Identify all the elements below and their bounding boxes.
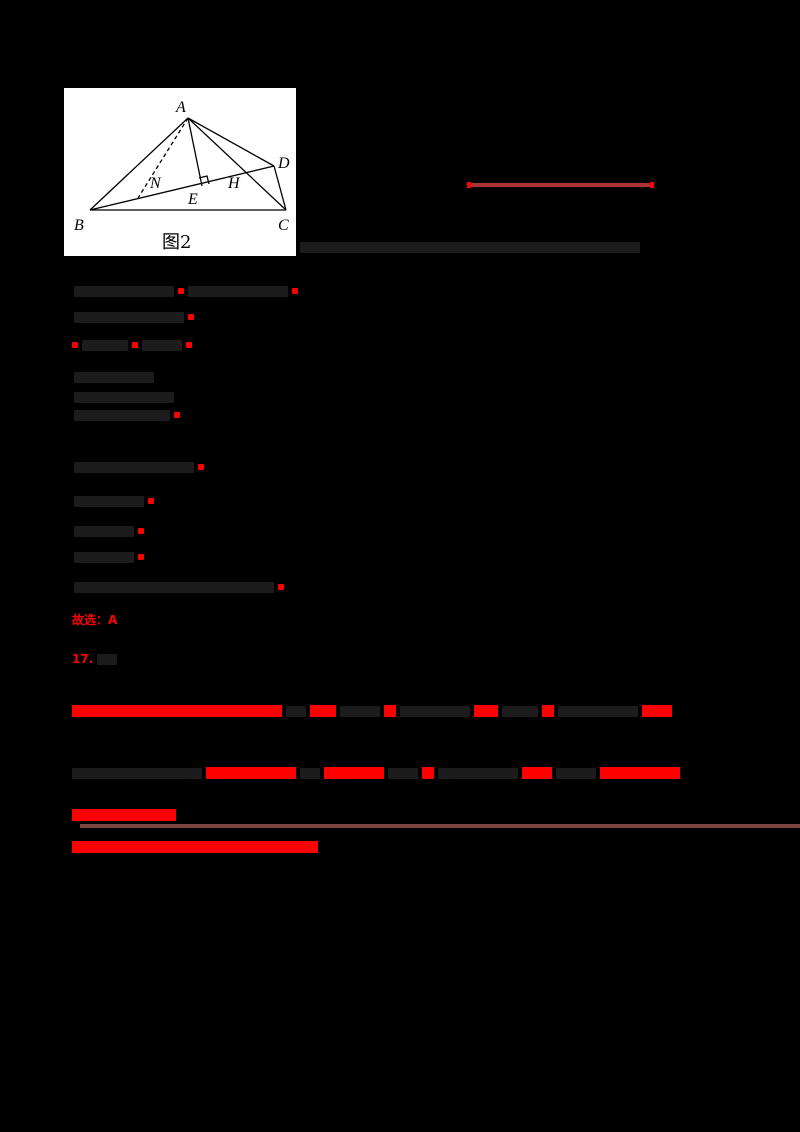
- text-line: [74, 494, 154, 508]
- label-n: N: [149, 175, 162, 192]
- choice-text: 故选：A: [72, 612, 118, 627]
- text-line: [300, 240, 640, 254]
- text-line: [74, 580, 284, 594]
- analysis-line: [72, 840, 318, 854]
- answer-underline: [467, 182, 654, 188]
- section-heading: [72, 808, 176, 822]
- problem-header: 17.: [72, 652, 118, 666]
- problem-number: 17.: [72, 652, 94, 666]
- text-line: [72, 338, 192, 352]
- answer-choice: 故选：A: [72, 612, 118, 627]
- text-line: [74, 550, 144, 564]
- analysis-line: [72, 766, 680, 780]
- text-line: [74, 460, 204, 474]
- text-line: [74, 408, 180, 422]
- geometry-figure: A B C D E H N 图2: [64, 88, 296, 256]
- label-a: A: [175, 99, 186, 116]
- text-line: [74, 370, 154, 384]
- text-line: [74, 310, 194, 324]
- figure-caption: 图2: [162, 232, 191, 253]
- label-e: E: [187, 191, 198, 208]
- label-h: H: [227, 175, 241, 192]
- label-c: C: [278, 217, 289, 234]
- text-line: [74, 284, 298, 298]
- label-b: B: [74, 217, 84, 234]
- label-d: D: [277, 155, 290, 172]
- text-line: [74, 524, 144, 538]
- analysis-line: [72, 704, 672, 718]
- text-line: [74, 390, 174, 404]
- triangle-diagram: A B C D E H N 图2: [74, 99, 290, 253]
- section-rule: [80, 824, 800, 828]
